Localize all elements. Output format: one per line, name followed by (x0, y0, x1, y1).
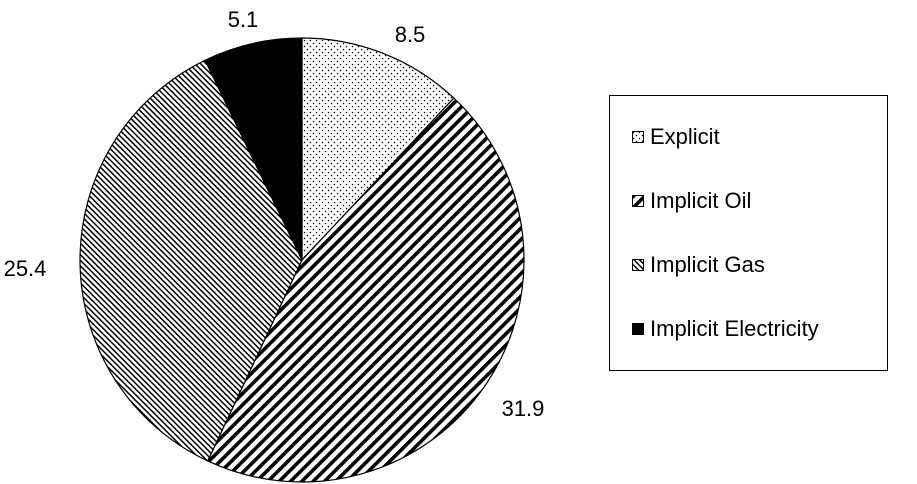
data-label-implicit-electricity: 5.1 (228, 7, 259, 32)
legend-item-implicit-electricity: Implicit Electricity (632, 316, 819, 342)
pie-slice-implicit-oil (206, 97, 525, 483)
legend-swatch (632, 259, 644, 271)
legend-swatch (632, 323, 644, 335)
data-label-implicit-oil: 31.9 (502, 396, 545, 421)
pie-slice-implicit-gas (79, 59, 303, 462)
legend-label: Implicit Electricity (650, 316, 819, 341)
legend-swatch (632, 131, 644, 143)
legend-label: Explicit (650, 124, 720, 149)
legend-label: Implicit Oil (650, 188, 752, 213)
legend-item-explicit: Explicit (632, 124, 720, 150)
legend-item-implicit-gas: Implicit Gas (632, 252, 765, 278)
legend: Explicit Implicit Oil Implicit Gas Implicit… (609, 95, 888, 371)
data-label-implicit-gas: 25.4 (4, 256, 47, 281)
legend-item-implicit-oil: Implicit Oil (632, 188, 751, 214)
pie-slice-implicit-electricity (204, 37, 303, 261)
legend-swatch (632, 195, 644, 207)
pie-slice-explicit (301, 37, 455, 262)
data-label-explicit: 8.5 (395, 22, 426, 47)
legend-label: Implicit Gas (650, 252, 765, 277)
